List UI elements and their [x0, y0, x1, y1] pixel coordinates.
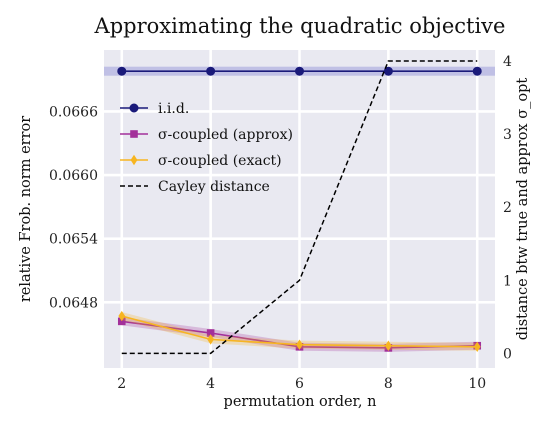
chart-title: Approximating the quadratic objective	[94, 14, 506, 38]
data-point	[473, 341, 481, 352]
data-point	[206, 66, 216, 76]
legend-item: σ-coupled (exact)	[120, 153, 282, 169]
x-tick-label: 8	[384, 376, 393, 392]
legend: i.i.d. σ-coupled (approx) σ-coupled (exact…	[120, 101, 293, 195]
y-tick-label: 0.0648	[49, 295, 98, 311]
data-point	[118, 310, 126, 322]
y-tick-label: 0.0666	[49, 104, 98, 120]
y-tick-label: 0.0660	[49, 168, 98, 184]
data-point	[117, 66, 127, 76]
data-point	[206, 329, 215, 337]
tick-labels: 2 4 6 8 10 0.0648 0.0654 0.0660 0.0666 0 1 2 3 4	[49, 54, 512, 392]
y-tick-label-right: 2	[503, 200, 512, 216]
legend-label: Cayley distance	[158, 179, 270, 195]
x-tick-label: 4	[206, 376, 215, 392]
series-sigma-coupled-exact	[118, 310, 481, 352]
data-point	[117, 317, 126, 326]
legend-item: i.i.d.	[120, 101, 189, 117]
series-layer	[104, 60, 495, 355]
legend-marker	[129, 103, 139, 113]
data-point	[207, 334, 215, 345]
legend-label: i.i.d.	[158, 101, 189, 117]
data-point	[384, 340, 392, 351]
y-tick-label-right: 1	[503, 273, 512, 289]
y-tick-label-right: 4	[503, 54, 512, 70]
x-tick-label: 10	[468, 376, 486, 392]
y-axis-label: relative Frob. norm error	[18, 116, 34, 302]
x-tick-label: 2	[117, 376, 126, 392]
series-line	[121, 60, 478, 355]
x-axis-label: permutation order, n	[224, 394, 377, 410]
y-tick-label: 0.0654	[49, 232, 98, 248]
legend-label: σ-coupled (exact)	[158, 153, 282, 169]
y-tick-label-right: 0	[503, 346, 512, 362]
legend-marker	[130, 130, 138, 138]
data-point	[296, 339, 303, 350]
data-point	[295, 66, 304, 76]
grid-lines	[104, 50, 495, 368]
legend-item: σ-coupled (approx)	[120, 127, 293, 143]
data-point	[383, 66, 393, 76]
legend-marker	[130, 154, 138, 166]
x-tick-label: 6	[295, 376, 304, 392]
data-point	[472, 66, 482, 76]
y-tick-label-right: 3	[503, 127, 512, 143]
y-axis-label-right: distance btw true and approx σ_opt	[515, 78, 531, 341]
series-cayley-distance	[121, 60, 478, 355]
series-i-i-d	[104, 66, 495, 76]
legend-item: Cayley distance	[120, 179, 270, 195]
legend-label: σ-coupled (approx)	[158, 127, 293, 143]
